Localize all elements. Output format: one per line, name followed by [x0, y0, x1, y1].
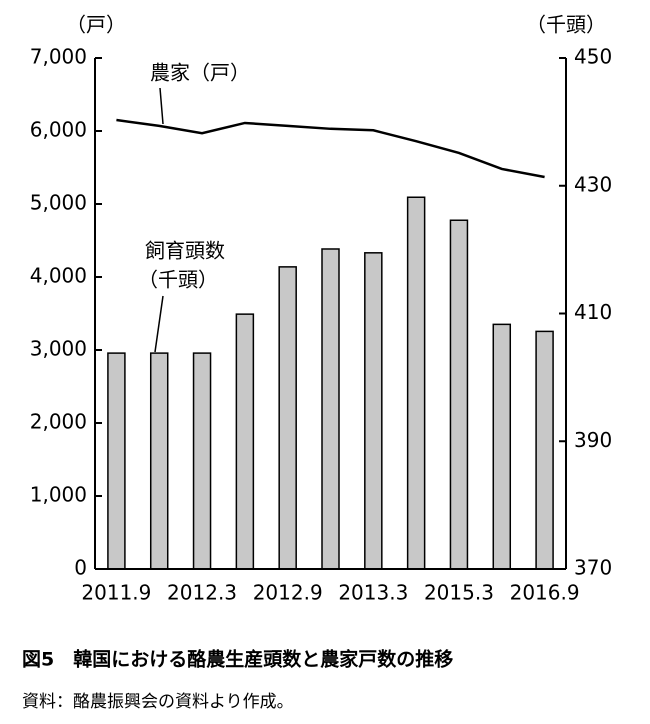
- x-tick-label: 2016.9: [510, 581, 580, 605]
- bar: [364, 252, 383, 570]
- y2-tick-label: 390: [574, 428, 612, 452]
- caption: 図5 韓国における酪農生産頭数と農家戸数の推移: [22, 648, 453, 671]
- bar: [492, 323, 512, 570]
- leader-line: [154, 295, 164, 353]
- leader-line: [159, 87, 164, 125]
- bar: [107, 352, 126, 570]
- y-tick-label: 2,000: [30, 410, 87, 434]
- bar: [535, 330, 554, 570]
- line: [116, 118, 545, 179]
- y-tick-label: 4,000: [30, 264, 87, 288]
- bar: [321, 248, 340, 570]
- source: 資料：酪農振興会の資料より作成。: [22, 692, 294, 712]
- y2-tick-label: 430: [574, 172, 612, 196]
- x-tick-label: 2013.3: [338, 581, 408, 605]
- y-tick-label: 5,000: [30, 191, 87, 215]
- x-tick-label: 2011.9: [81, 581, 151, 605]
- y-tick-label: 7,000: [30, 45, 87, 69]
- line-annotation: 農家（戸）: [150, 61, 250, 85]
- y2-tick-label: 370: [574, 556, 612, 580]
- x-tick-label: 2012.3: [167, 581, 237, 605]
- bar: [406, 196, 426, 570]
- x-tick-label: 2012.9: [253, 581, 323, 605]
- bar: [149, 352, 169, 570]
- y-tick-label: 1,000: [30, 483, 87, 507]
- y-tick-label: 3,000: [30, 337, 87, 361]
- bar: [278, 266, 297, 570]
- x-tick-label: 2015.3: [424, 581, 494, 605]
- y-tick-label: 6,000: [30, 118, 87, 142]
- y2-unit: （千頭）: [526, 13, 606, 37]
- bar-annotation: （千頭）: [138, 268, 218, 292]
- bar: [235, 313, 255, 570]
- y2-tick-label: 450: [574, 45, 612, 69]
- bar: [192, 352, 212, 570]
- y-unit: （戸）: [66, 13, 126, 37]
- bar: [449, 219, 469, 570]
- y2-tick-label: 410: [574, 300, 612, 324]
- y-tick-label: 0: [74, 556, 87, 580]
- bar-annotation: 飼育頭数: [145, 239, 225, 263]
